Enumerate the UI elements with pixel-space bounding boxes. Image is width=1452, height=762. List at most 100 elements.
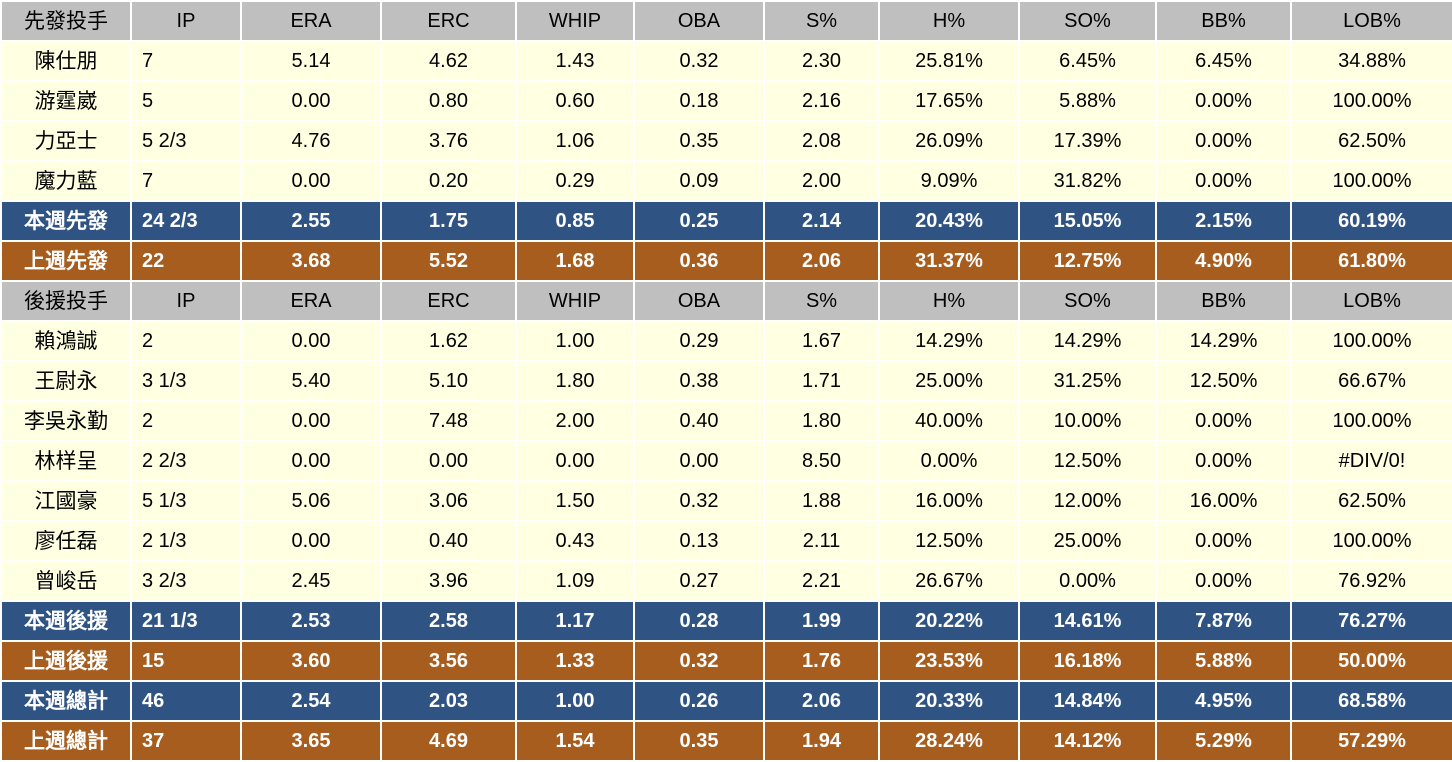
- stat-cell: 100.00%: [1290, 80, 1452, 122]
- column-header-cell: IP: [130, 0, 242, 42]
- stat-cell: 0.00%: [1155, 440, 1292, 482]
- stat-cell: 0.27: [633, 560, 765, 602]
- stat-cell: 4.62: [380, 40, 517, 82]
- stat-cell: 2 1/3: [130, 520, 242, 562]
- stat-cell: 10.00%: [1018, 400, 1157, 442]
- totals-row: 本週總計 46 2.54 2.03 1.00 0.26 2.06 20.33% 14.84% 4.…: [0, 680, 1452, 722]
- stat-cell: 1.71: [763, 360, 880, 402]
- pitcher-name-cell: 陳仕朋: [0, 40, 132, 82]
- summary-stat-cell: 12.75%: [1018, 240, 1157, 282]
- totals-stat-cell: 46: [130, 680, 242, 722]
- pitcher-name-cell: 廖任磊: [0, 520, 132, 562]
- column-header-cell: H%: [878, 0, 1020, 42]
- stat-cell: 31.82%: [1018, 160, 1157, 202]
- stat-cell: 0.35: [633, 120, 765, 162]
- stat-cell: 1.80: [515, 360, 635, 402]
- stat-cell: 1.50: [515, 480, 635, 522]
- stat-cell: 0.29: [515, 160, 635, 202]
- stat-cell: 100.00%: [1290, 320, 1452, 362]
- pitcher-row: 林样呈 2 2/3 0.00 0.00 0.00 0.00 8.50 0.00% 12.50% 0…: [0, 440, 1452, 482]
- totals-stat-cell: 14.12%: [1018, 720, 1157, 762]
- stat-cell: 3.06: [380, 480, 517, 522]
- stat-cell: 1.88: [763, 480, 880, 522]
- summary-row: 上週先發 22 3.68 5.52 1.68 0.36 2.06 31.37% 12.75% 4.…: [0, 240, 1452, 282]
- stat-cell: 6.45%: [1155, 40, 1292, 82]
- pitcher-row: 賴鴻誠 2 0.00 1.62 1.00 0.29 1.67 14.29% 14.29% 14.2…: [0, 320, 1452, 362]
- summary-stat-cell: 15.05%: [1018, 200, 1157, 242]
- summary-stat-cell: 24 2/3: [130, 200, 242, 242]
- summary-stat-cell: 20.22%: [878, 600, 1020, 642]
- stat-cell: 0.40: [633, 400, 765, 442]
- stat-cell: 1.09: [515, 560, 635, 602]
- stat-cell: 100.00%: [1290, 160, 1452, 202]
- stat-cell: 0.00: [240, 520, 382, 562]
- summary-stat-cell: 76.27%: [1290, 600, 1452, 642]
- section-header-row: 後援投手 IP ERA ERC WHIP OBA S% H% SO% BB% LOB%: [0, 280, 1452, 322]
- summary-row: 本週先發 24 2/3 2.55 1.75 0.85 0.25 2.14 20.43% 15.0…: [0, 200, 1452, 242]
- pitcher-row: 游霆崴 5 0.00 0.80 0.60 0.18 2.16 17.65% 5.88% 0.00%…: [0, 80, 1452, 122]
- stat-cell: 12.50%: [878, 520, 1020, 562]
- summary-stat-cell: 1.33: [515, 640, 635, 682]
- stat-cell: 7: [130, 160, 242, 202]
- stat-cell: 5.06: [240, 480, 382, 522]
- totals-stat-cell: 68.58%: [1290, 680, 1452, 722]
- stat-cell: 2.45: [240, 560, 382, 602]
- stat-cell: 0.00%: [1155, 160, 1292, 202]
- stat-cell: #DIV/0!: [1290, 440, 1452, 482]
- stat-cell: 0.00: [240, 160, 382, 202]
- totals-stat-cell: 5.29%: [1155, 720, 1292, 762]
- summary-stat-cell: 3.68: [240, 240, 382, 282]
- stat-cell: 0.00: [240, 400, 382, 442]
- stat-cell: 0.38: [633, 360, 765, 402]
- stat-cell: 0.00: [240, 320, 382, 362]
- totals-stat-cell: 0.35: [633, 720, 765, 762]
- summary-stat-cell: 0.32: [633, 640, 765, 682]
- stat-cell: 2.00: [763, 160, 880, 202]
- stat-cell: 1.80: [763, 400, 880, 442]
- pitcher-row: 王尉永 3 1/3 5.40 5.10 1.80 0.38 1.71 25.00% 31.25%…: [0, 360, 1452, 402]
- stat-cell: 0.09: [633, 160, 765, 202]
- summary-stat-cell: 15: [130, 640, 242, 682]
- pitcher-name-cell: 曾峻岳: [0, 560, 132, 602]
- stat-cell: 62.50%: [1290, 120, 1452, 162]
- summary-stat-cell: 0.25: [633, 200, 765, 242]
- stat-cell: 2.30: [763, 40, 880, 82]
- column-header-cell: S%: [763, 0, 880, 42]
- stat-cell: 0.00%: [878, 440, 1020, 482]
- stat-cell: 0.32: [633, 40, 765, 82]
- pitcher-name-cell: 李吳永勤: [0, 400, 132, 442]
- stat-cell: 0.00: [515, 440, 635, 482]
- column-header-cell: ERC: [380, 280, 517, 322]
- stat-cell: 2.00: [515, 400, 635, 442]
- stat-cell: 31.25%: [1018, 360, 1157, 402]
- stat-cell: 25.81%: [878, 40, 1020, 82]
- stat-cell: 12.00%: [1018, 480, 1157, 522]
- summary-row: 上週後援 15 3.60 3.56 1.33 0.32 1.76 23.53% 16.18% 5.…: [0, 640, 1452, 682]
- column-header-cell: SO%: [1018, 280, 1157, 322]
- column-header-cell: ERA: [240, 0, 382, 42]
- stat-cell: 2.21: [763, 560, 880, 602]
- stat-cell: 0.00: [633, 440, 765, 482]
- summary-stat-cell: 0.36: [633, 240, 765, 282]
- summary-stat-cell: 2.15%: [1155, 200, 1292, 242]
- stat-cell: 12.50%: [1018, 440, 1157, 482]
- stat-cell: 0.00%: [1155, 520, 1292, 562]
- summary-label-cell: 本週先發: [0, 200, 132, 242]
- totals-stat-cell: 37: [130, 720, 242, 762]
- stat-cell: 25.00%: [878, 360, 1020, 402]
- summary-stat-cell: 50.00%: [1290, 640, 1452, 682]
- summary-stat-cell: 22: [130, 240, 242, 282]
- totals-stat-cell: 1.00: [515, 680, 635, 722]
- column-header-cell: LOB%: [1290, 0, 1452, 42]
- stat-cell: 0.29: [633, 320, 765, 362]
- stat-cell: 5.88%: [1018, 80, 1157, 122]
- stat-cell: 3 1/3: [130, 360, 242, 402]
- stat-cell: 100.00%: [1290, 520, 1452, 562]
- stat-cell: 0.00%: [1155, 560, 1292, 602]
- pitcher-name-cell: 魔力藍: [0, 160, 132, 202]
- stat-cell: 0.00%: [1018, 560, 1157, 602]
- stat-cell: 14.29%: [1018, 320, 1157, 362]
- stat-cell: 5.40: [240, 360, 382, 402]
- column-header-cell: H%: [878, 280, 1020, 322]
- pitcher-row: 李吳永勤 2 0.00 7.48 2.00 0.40 1.80 40.00% 10.00% 0.0…: [0, 400, 1452, 442]
